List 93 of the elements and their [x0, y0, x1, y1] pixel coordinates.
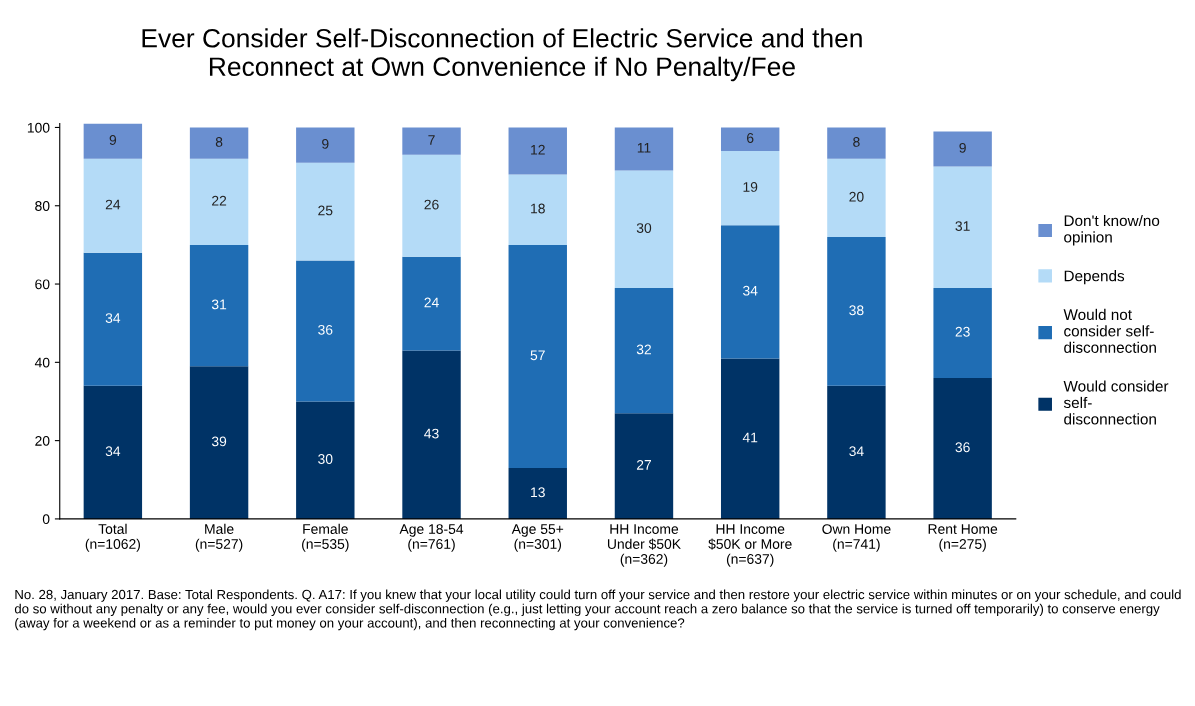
bar	[720, 150, 780, 226]
y-tick-label: 100	[27, 122, 50, 133]
text: No. 28, January 2017. Base: Total Respondents. Q. A17: If you knew that your local utility could turn off your service and then restore your electric service within minutes or on your schedule, and could do so without any penalty or any fee, would you ever consider self-disconnection (e.g., just letting your account reach a zero balance so that the service is turned off temporarily) to conserve energy (away for a weekend or as a reminder to put money on your account), and then reconnecting at your convenience?	[14, 589, 1181, 631]
bar	[296, 162, 355, 261]
data-label: 27	[636, 459, 651, 470]
y-tick-label: 0	[42, 514, 50, 525]
legend-label: Would not consider self- disconnection	[1063, 308, 1156, 353]
bar	[933, 287, 992, 378]
bar	[827, 127, 886, 159]
data-label: 24	[424, 297, 439, 308]
data-label: 20	[849, 191, 864, 202]
data-label: 25	[318, 205, 333, 216]
x-tick-label: Age 18-54 (n=761)	[399, 524, 464, 552]
bar	[508, 244, 567, 469]
data-label: 38	[849, 305, 864, 316]
x-tick-label: Male (n=527)	[195, 523, 243, 552]
data-label: 57	[530, 350, 545, 361]
bar	[83, 385, 143, 519]
bar	[296, 401, 355, 519]
data-label: 12	[531, 144, 545, 155]
bar	[189, 127, 249, 159]
bar	[189, 158, 249, 245]
bar	[296, 127, 355, 163]
bar	[933, 377, 992, 519]
data-label: 19	[743, 182, 758, 192]
x-tick-label: HH Income $50K or More (n=637)	[708, 524, 792, 567]
chart-title: Ever Consider Self-Disconnection of Electric Service and then Reconnect at Own Convenience if No Penalty/Fee	[142, 28, 862, 82]
data-label: 34	[849, 446, 864, 457]
data-label: 41	[742, 432, 758, 443]
data-label: 34	[105, 446, 121, 457]
bar	[402, 256, 461, 351]
data-label: 9	[322, 138, 329, 149]
x-tick-label: Age 55+ (n=301)	[511, 524, 564, 552]
bar	[296, 260, 355, 402]
bar	[933, 166, 992, 288]
data-label: 36	[955, 442, 970, 453]
data-label: 11	[637, 143, 651, 153]
bar	[614, 127, 674, 171]
y-tick-label: 80	[35, 201, 50, 211]
bar	[508, 468, 567, 519]
data-label: 34	[105, 313, 121, 323]
bar	[83, 123, 143, 159]
legend-label: Don't know/no opinion	[1064, 214, 1160, 246]
bar	[720, 127, 780, 151]
data-label: 36	[318, 324, 333, 335]
legend-label: Depends	[1064, 270, 1125, 285]
bar	[720, 225, 780, 359]
data-label: 6	[747, 133, 754, 143]
y-tick-label: 60	[35, 279, 50, 290]
data-label: 31	[211, 299, 227, 310]
bar	[827, 237, 886, 386]
data-label: 30	[636, 223, 652, 233]
data-label: 30	[318, 454, 333, 464]
bar	[614, 413, 674, 519]
bar	[402, 154, 461, 257]
data-label: 7	[428, 135, 435, 145]
legend-label: Would consider self- disconnection	[1063, 380, 1169, 425]
bar	[402, 127, 461, 155]
data-label: 9	[959, 142, 966, 153]
data-label: 13	[531, 487, 545, 498]
bar	[933, 131, 992, 167]
bar	[83, 252, 143, 386]
bar	[614, 170, 674, 288]
data-label: 32	[636, 344, 651, 355]
bar	[720, 358, 780, 519]
bar	[402, 350, 461, 519]
y-tick-label: 40	[34, 357, 50, 368]
bar	[83, 158, 143, 253]
bar	[827, 385, 886, 519]
data-label: 23	[955, 326, 970, 337]
data-label: 34	[743, 285, 758, 296]
x-tick-label: Rent Home (n=275)	[928, 524, 998, 552]
data-label: 26	[424, 199, 439, 210]
bar	[508, 127, 567, 175]
data-label: 24	[105, 199, 121, 210]
bar	[508, 174, 567, 245]
data-label: 22	[212, 195, 227, 206]
x-tick-label: Total (n=1062)	[85, 523, 140, 552]
data-label: 8	[215, 137, 223, 147]
data-label: 39	[211, 436, 227, 447]
y-tick-label: 20	[35, 435, 50, 446]
data-label: 43	[424, 428, 439, 439]
x-tick-label: Female (n=535)	[302, 523, 349, 552]
data-label: 8	[853, 137, 860, 147]
data-label: 9	[109, 135, 117, 145]
x-tick-label: HH Income Under $50K (n=362)	[607, 524, 681, 567]
data-label: 18	[531, 203, 545, 214]
x-tick-label: Own Home (n=741)	[822, 524, 891, 552]
bar	[614, 287, 674, 414]
data-label: 31	[955, 221, 970, 232]
bar	[189, 244, 249, 367]
bar	[827, 158, 886, 238]
bar	[189, 366, 249, 519]
